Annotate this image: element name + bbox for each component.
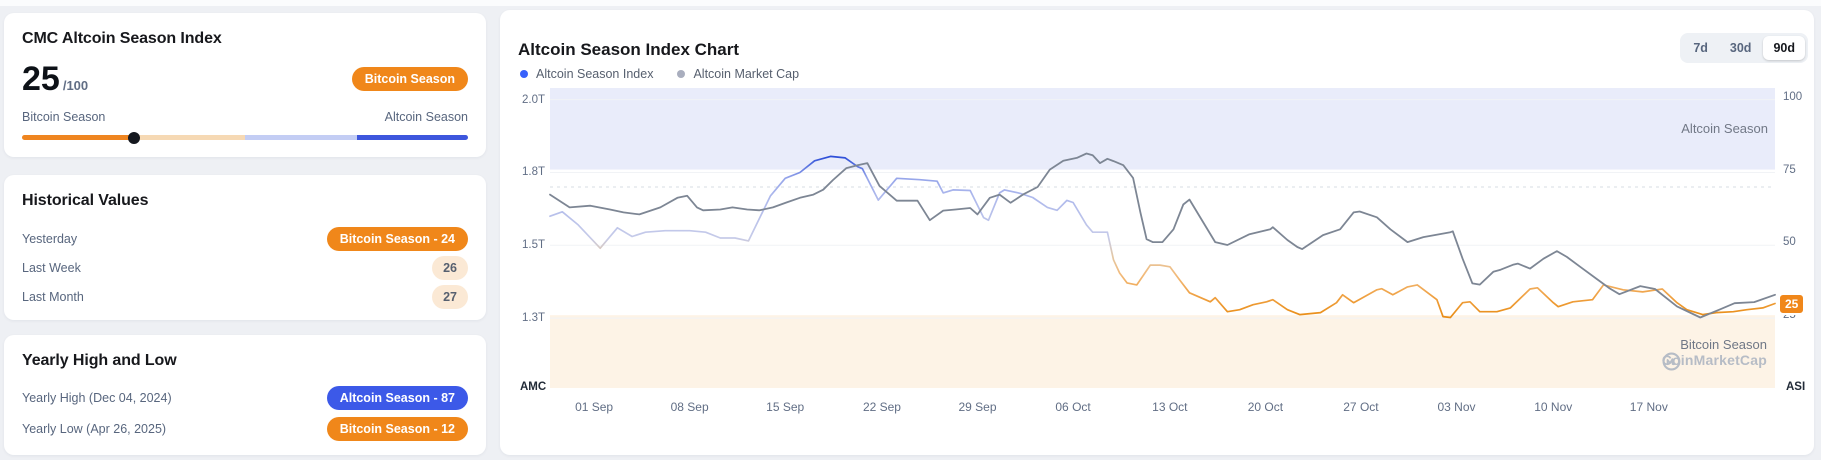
range-button-30d[interactable]: 30d [1720,36,1762,60]
x-axis-tick: 01 Sep [575,400,614,414]
left-axis-tick: 2.0T [521,93,545,106]
row-label: Last Month [22,289,84,304]
historical-card-title: Historical Values [22,192,149,209]
slider-thumb [127,131,140,144]
row-value-badge: 27 [432,284,468,309]
left-axis-name: AMC [520,381,547,393]
x-axis-tick: 10 Nov [1534,400,1573,414]
right-axis-labels: 100 75 50 25 [1783,88,1814,388]
row-value-badge: Bitcoin Season - 24 [326,226,468,251]
row-label: Yesterday [22,231,78,246]
slider-left-label: Bitcoin Season [22,110,106,124]
row-label: Last Week [22,260,81,275]
legend-label: Altcoin Season Index [536,67,654,81]
row-value-badge: Bitcoin Season - 12 [326,416,468,441]
historical-values-card: Historical Values Yesterday Bitcoin Seas… [4,175,486,320]
current-value-badge: 25 [1778,292,1806,315]
coinmarketcap-logo-icon [1662,352,1681,371]
watermark-text: CoinMarketCap [1661,352,1767,368]
season-slider [22,131,468,144]
slider-segment-altcoin [356,135,468,140]
range-button-7d[interactable]: 7d [1683,36,1718,60]
x-axis-tick: 03 Nov [1437,400,1476,414]
row-value-badge: Altcoin Season - 87 [326,385,468,410]
x-axis-tick: 22 Sep [862,400,901,414]
right-axis-tick: 50 [1783,236,1796,249]
x-axis-tick: 17 Nov [1629,400,1668,414]
yearly-card-title: Yearly High and Low [22,352,177,369]
left-axis-tick: 1.8T [521,166,545,179]
chart-title: Altcoin Season Index Chart [518,40,740,59]
x-axis-tick: 15 Sep [766,400,805,414]
x-axis-tick: 06 Oct [1055,400,1091,414]
yearly-row: Yearly High (Dec 04, 2024) Altcoin Seaso… [22,383,468,412]
altcoin-season-zone-label: Altcoin Season [1681,121,1768,136]
range-button-90d[interactable]: 90d [1763,36,1805,60]
left-axis-tick: 1.3T [521,312,545,325]
index-value-max: /100 [62,77,89,93]
slider-segment-bitcoin [22,135,134,140]
x-axis-tick: 13 Oct [1152,400,1188,414]
chart-plot-area[interactable]: Altcoin Season Bitcoin Season CoinMarket… [549,88,1806,388]
altcoin-season-index-card: CMC Altcoin Season Index 25 /100 Bitcoin… [4,13,486,157]
legend-dot-icon [520,70,528,78]
legend-item-altcoin-season-index[interactable]: Altcoin Season Index [520,67,653,81]
left-axis-labels: 2.0T 1.8T 1.5T 1.3T [500,88,545,388]
yearly-high-low-card: Yearly High and Low Yearly High (Dec 04,… [4,335,486,455]
right-axis-name: ASI [1786,381,1806,393]
top-strip [0,0,1821,6]
chart-legend: Altcoin Season Index Altcoin Market Cap [520,67,799,81]
x-axis-tick: 20 Oct [1247,400,1284,414]
yearly-row: Yearly Low (Apr 26, 2025) Bitcoin Season… [22,414,468,443]
x-axis-tick: 08 Sep [670,400,709,414]
left-axis-tick: 1.5T [521,239,545,252]
row-label: Yearly High (Dec 04, 2024) [22,390,172,405]
legend-label: Altcoin Market Cap [693,67,800,81]
historical-row: Yesterday Bitcoin Season - 24 [22,224,468,253]
historical-row: Last Week 26 [22,253,468,282]
slider-right-label: Altcoin Season [384,110,468,124]
x-axis-tick: 29 Sep [958,400,997,414]
historical-row: Last Month 27 [22,282,468,311]
x-axis-tick: 27 Oct [1343,400,1379,414]
altcoin-season-chart-card: Altcoin Season Index Chart Altcoin Seaso… [500,10,1814,455]
legend-item-altcoin-market-cap[interactable]: Altcoin Market Cap [677,67,799,81]
right-axis-tick: 100 [1783,90,1803,103]
time-range-selector: 7d 30d 90d [1680,33,1808,63]
legend-dot-icon [677,70,686,78]
x-axis-labels: 01 Sep 08 Sep 15 Sep 22 Sep 29 Sep 06 Oct 13 O… [550,400,1775,416]
index-value: 25 /100 [22,60,88,99]
row-label: Yearly Low (Apr 26, 2025) [22,421,167,436]
right-axis-tick: 75 [1783,163,1796,176]
chart-canvas [549,88,1776,388]
coinmarketcap-watermark: CoinMarketCap [1661,352,1767,371]
slider-segment-lean-bitcoin [133,135,245,140]
index-card-title: CMC Altcoin Season Index [22,30,222,47]
index-value-number: 25 [22,59,60,98]
bitcoin-season-zone-label: Bitcoin Season [1680,337,1767,352]
row-value-badge: 26 [432,255,468,280]
season-status-badge: Bitcoin Season [351,67,468,91]
slider-segment-lean-altcoin [245,135,357,140]
